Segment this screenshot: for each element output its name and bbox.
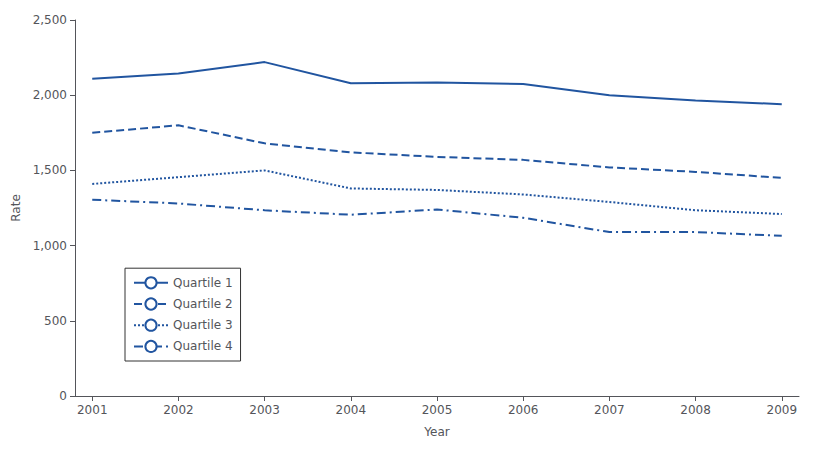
svg-text:2007: 2007: [594, 403, 625, 417]
svg-text:2003: 2003: [249, 403, 280, 417]
svg-text:2,500: 2,500: [33, 13, 67, 27]
svg-text:2004: 2004: [336, 403, 367, 417]
svg-text:500: 500: [44, 314, 67, 328]
svg-text:1,000: 1,000: [33, 239, 67, 253]
svg-text:Rate: Rate: [9, 194, 23, 222]
svg-text:Quartile 3: Quartile 3: [173, 318, 233, 332]
svg-text:2002: 2002: [163, 403, 194, 417]
svg-text:0: 0: [59, 389, 67, 403]
svg-text:2006: 2006: [508, 403, 539, 417]
svg-text:Quartile 2: Quartile 2: [173, 297, 233, 311]
svg-text:Quartile 4: Quartile 4: [173, 339, 233, 353]
svg-text:Quartile 1: Quartile 1: [173, 276, 233, 290]
svg-text:2009: 2009: [766, 403, 797, 417]
svg-text:Year: Year: [423, 425, 449, 439]
svg-text:2001: 2001: [77, 403, 108, 417]
svg-text:1,500: 1,500: [33, 163, 67, 177]
svg-text:2,000: 2,000: [33, 88, 67, 102]
svg-text:2005: 2005: [422, 403, 453, 417]
svg-text:2008: 2008: [680, 403, 711, 417]
